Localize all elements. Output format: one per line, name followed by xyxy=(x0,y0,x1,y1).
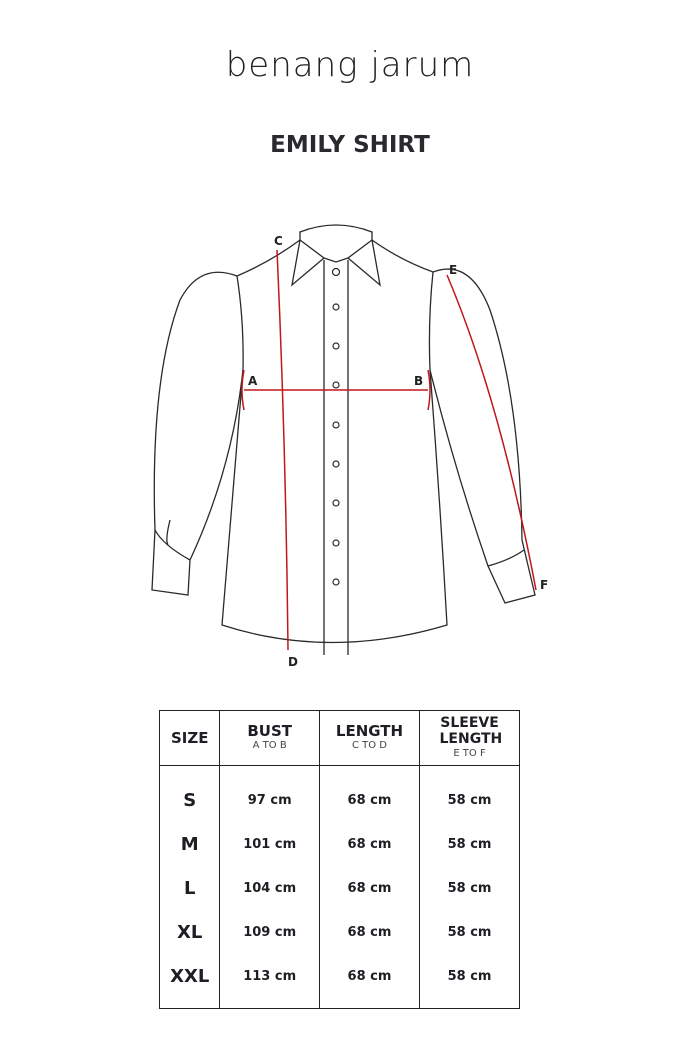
header-sleeve: SLEEVE LENGTH E TO F xyxy=(419,710,520,766)
sleeve-cell: 58 cm xyxy=(419,954,520,1009)
point-c-label: C xyxy=(274,234,283,248)
length-line xyxy=(276,249,289,651)
header-label: BUST xyxy=(247,722,293,740)
table-row: XL 109 cm 68 cm 58 cm xyxy=(160,910,520,954)
bust-cell: 101 cm xyxy=(219,822,320,866)
length-cell: 68 cm xyxy=(318,954,420,1009)
sleeve-cell: 58 cm xyxy=(419,765,520,822)
header-size: SIZE xyxy=(159,710,220,766)
length-cell: 68 cm xyxy=(318,866,420,910)
table-header-row: SIZE BUST A TO B LENGTH C TO D SLEEVE LENG… xyxy=(159,710,520,766)
table-row: XXL 113 cm 68 cm 58 cm xyxy=(160,954,520,1009)
sleeve-cell: 58 cm xyxy=(419,910,520,954)
length-cell: 68 cm xyxy=(318,822,420,866)
point-a-label: A xyxy=(248,374,258,388)
table-row: L 104 cm 68 cm 58 cm xyxy=(160,866,520,910)
table-row: M 101 cm 68 cm 58 cm xyxy=(160,822,520,866)
point-d-label: D xyxy=(288,655,298,669)
page-title: EMILY SHIRT xyxy=(270,132,430,158)
header-sub: E TO F xyxy=(453,748,486,759)
shirt-diagram: A B C D E F xyxy=(151,224,548,669)
header-sub: C TO D xyxy=(351,740,387,751)
size-cell: L xyxy=(183,877,196,899)
bust-cell: 113 cm xyxy=(219,954,320,1009)
bust-cell: 97 cm xyxy=(219,765,320,822)
bust-cell: 104 cm xyxy=(219,866,320,910)
size-cell: XL xyxy=(177,921,203,943)
sleeve-cell: 58 cm xyxy=(419,866,520,910)
size-cell: S xyxy=(183,789,197,811)
sleeve-line xyxy=(446,274,537,591)
table-row: S 97 cm 68 cm 58 cm xyxy=(160,765,520,822)
header-label: SLEEVE LENGTH xyxy=(439,715,503,747)
brand-logo: benang jarum xyxy=(225,45,475,85)
buttons xyxy=(331,267,341,586)
size-table: SIZE BUST A TO B LENGTH C TO D SLEEVE LENG… xyxy=(159,710,520,1009)
size-cell: M xyxy=(180,833,199,855)
measurement-lines xyxy=(241,249,537,651)
point-b-label: B xyxy=(414,374,423,388)
header-label: LENGTH xyxy=(335,722,404,740)
header-length: LENGTH C TO D xyxy=(318,710,420,766)
length-cell: 68 cm xyxy=(318,765,420,822)
point-f-label: F xyxy=(540,578,548,592)
sleeve-cell: 58 cm xyxy=(419,822,520,866)
shirt-outline xyxy=(151,224,536,655)
length-cell: 68 cm xyxy=(318,910,420,954)
bust-cell: 109 cm xyxy=(219,910,320,954)
point-e-label: E xyxy=(449,263,457,277)
header-label: SIZE xyxy=(170,729,209,747)
header-sub: A TO B xyxy=(252,740,287,751)
size-cell: XXL xyxy=(170,965,210,987)
header-bust: BUST A TO B xyxy=(219,710,320,766)
